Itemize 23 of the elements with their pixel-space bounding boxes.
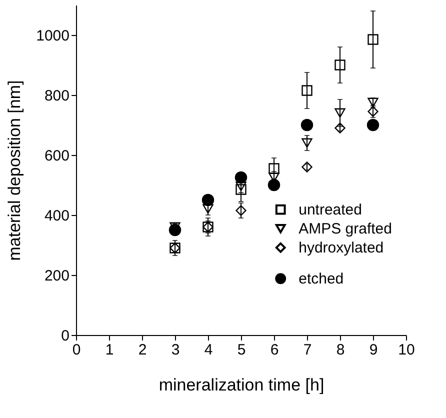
x-tick-label: 6 [270,342,279,358]
x-axis-title: mineralization time [h] [158,376,324,394]
x-tick-label: 1 [105,342,114,358]
x-tick-label: 10 [398,342,415,358]
x-tick-label: 9 [369,342,378,358]
y-tick-label: 0 [61,328,70,344]
y-tick-label: 600 [44,148,70,164]
x-tick-label: 8 [336,342,345,358]
y-tick-label: 200 [44,268,70,284]
x-tick-label: 0 [72,342,81,358]
x-tick-label: 5 [237,342,246,358]
legend-label: AMPS grafted [298,220,392,238]
x-tick-label: 2 [138,342,147,358]
x-tick-label: 4 [204,342,213,358]
legend-label: untreated [298,202,362,219]
x-tick-label: 3 [171,342,180,358]
y-tick-label: 800 [44,88,70,104]
y-tick-label: 400 [44,208,70,224]
x-tick-label: 7 [303,342,312,358]
y-axis-title: material deposition [nm] [5,80,24,261]
legend-label: etched [298,270,344,288]
legend-label: hydroxylated [298,240,384,257]
y-tick-label: 1000 [36,28,70,44]
